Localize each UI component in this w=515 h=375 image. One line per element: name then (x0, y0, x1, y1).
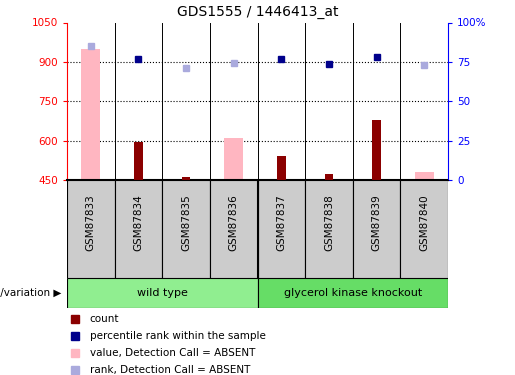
Bar (353, 180, 401, 278)
Text: GSM87834: GSM87834 (133, 195, 143, 251)
Bar (162, 180, 210, 278)
Bar (305, 180, 353, 278)
Text: percentile rank within the sample: percentile rank within the sample (90, 331, 266, 341)
Text: GSM87838: GSM87838 (324, 195, 334, 251)
Bar (134, 142, 143, 180)
Text: glycerol kinase knockout: glycerol kinase knockout (284, 288, 422, 297)
Bar (81, 49, 100, 180)
Text: count: count (90, 314, 119, 324)
Text: genotype/variation ▶: genotype/variation ▶ (0, 288, 62, 297)
Bar (210, 180, 258, 278)
Text: GSM87840: GSM87840 (419, 195, 429, 251)
Text: rank, Detection Call = ABSENT: rank, Detection Call = ABSENT (90, 365, 250, 375)
Title: GDS1555 / 1446413_at: GDS1555 / 1446413_at (177, 5, 338, 19)
Bar (258, 278, 448, 308)
Text: GSM87839: GSM87839 (372, 195, 382, 251)
Text: GSM87836: GSM87836 (229, 195, 238, 251)
Text: wild type: wild type (137, 288, 187, 297)
Bar (67, 278, 258, 308)
Bar (415, 172, 434, 180)
Bar (277, 156, 286, 180)
Bar (258, 180, 305, 278)
Text: GSM87833: GSM87833 (86, 195, 96, 251)
Bar (401, 180, 448, 278)
Text: value, Detection Call = ABSENT: value, Detection Call = ABSENT (90, 348, 255, 358)
Bar (224, 138, 243, 180)
Bar (324, 174, 333, 180)
Bar (67, 180, 115, 278)
Bar (182, 177, 191, 180)
Text: GSM87837: GSM87837 (277, 195, 286, 251)
Bar (372, 120, 381, 180)
Text: GSM87835: GSM87835 (181, 195, 191, 251)
Bar (114, 180, 162, 278)
